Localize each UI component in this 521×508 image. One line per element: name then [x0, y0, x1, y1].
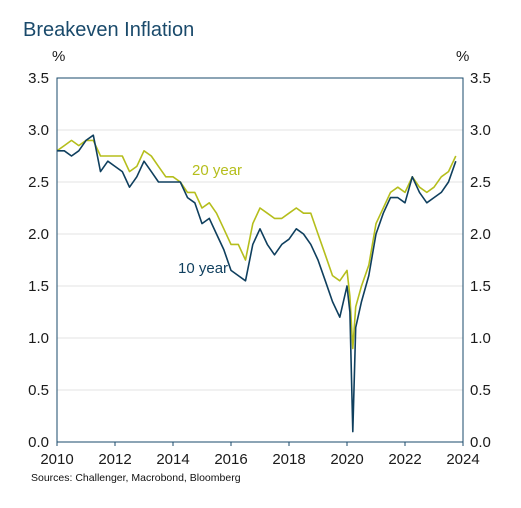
- y-tick-label-left: 0.5: [28, 382, 49, 399]
- series-label-10-year: 10 year: [178, 260, 228, 277]
- y-unit-left: %: [52, 48, 65, 65]
- y-tick-label-right: 3.0: [470, 122, 491, 139]
- y-tick-label-right: 0.0: [470, 434, 491, 451]
- x-tick-label: 2018: [272, 451, 305, 468]
- y-tick-label-right: 2.5: [470, 174, 491, 191]
- series-line-10-year: [57, 134, 457, 433]
- y-tick-label-right: 2.0: [470, 226, 491, 243]
- x-tick-label: 2016: [214, 451, 247, 468]
- x-tick-label: 2024: [446, 451, 479, 468]
- grid-lines: [57, 77, 463, 443]
- y-unit-right: %: [456, 48, 469, 65]
- series-lines: [56, 134, 457, 433]
- y-tick-label-left: 1.0: [28, 330, 49, 347]
- y-axis-left: 0.0 0.5 1.0 1.5 2.0 2.5 3.0 3.5: [28, 70, 49, 451]
- x-tick-label: 2022: [388, 451, 421, 468]
- chart-title: Breakeven Inflation: [23, 19, 195, 41]
- series-line-20-year: [56, 139, 457, 350]
- y-tick-label-left: 3.0: [28, 122, 49, 139]
- y-tick-label-left: 1.5: [28, 278, 49, 295]
- series-label-20-year: 20 year: [192, 162, 242, 179]
- y-axis-right: 0.0 0.5 1.0 1.5 2.0 2.5 3.0 3.5: [470, 70, 491, 451]
- y-tick-label-left: 0.0: [28, 434, 49, 451]
- y-tick-label-left: 3.5: [28, 70, 49, 87]
- y-tick-label-right: 3.5: [470, 70, 491, 87]
- x-axis: 2010 2012 2014 2016 2018 2020 2022 2024: [40, 442, 480, 468]
- y-tick-label-left: 2.0: [28, 226, 49, 243]
- plot-frame: [56, 77, 464, 443]
- y-tick-label-left: 2.5: [28, 174, 49, 191]
- x-tick-label: 2020: [330, 451, 363, 468]
- x-tick-label: 2010: [40, 451, 73, 468]
- y-tick-label-right: 1.5: [470, 278, 491, 295]
- source-note: Sources: Challenger, Macrobond, Bloomber…: [31, 472, 241, 484]
- y-tick-label-right: 0.5: [470, 382, 491, 399]
- x-tick-label: 2012: [98, 451, 131, 468]
- x-tick-label: 2014: [156, 451, 189, 468]
- y-tick-label-right: 1.0: [470, 330, 491, 347]
